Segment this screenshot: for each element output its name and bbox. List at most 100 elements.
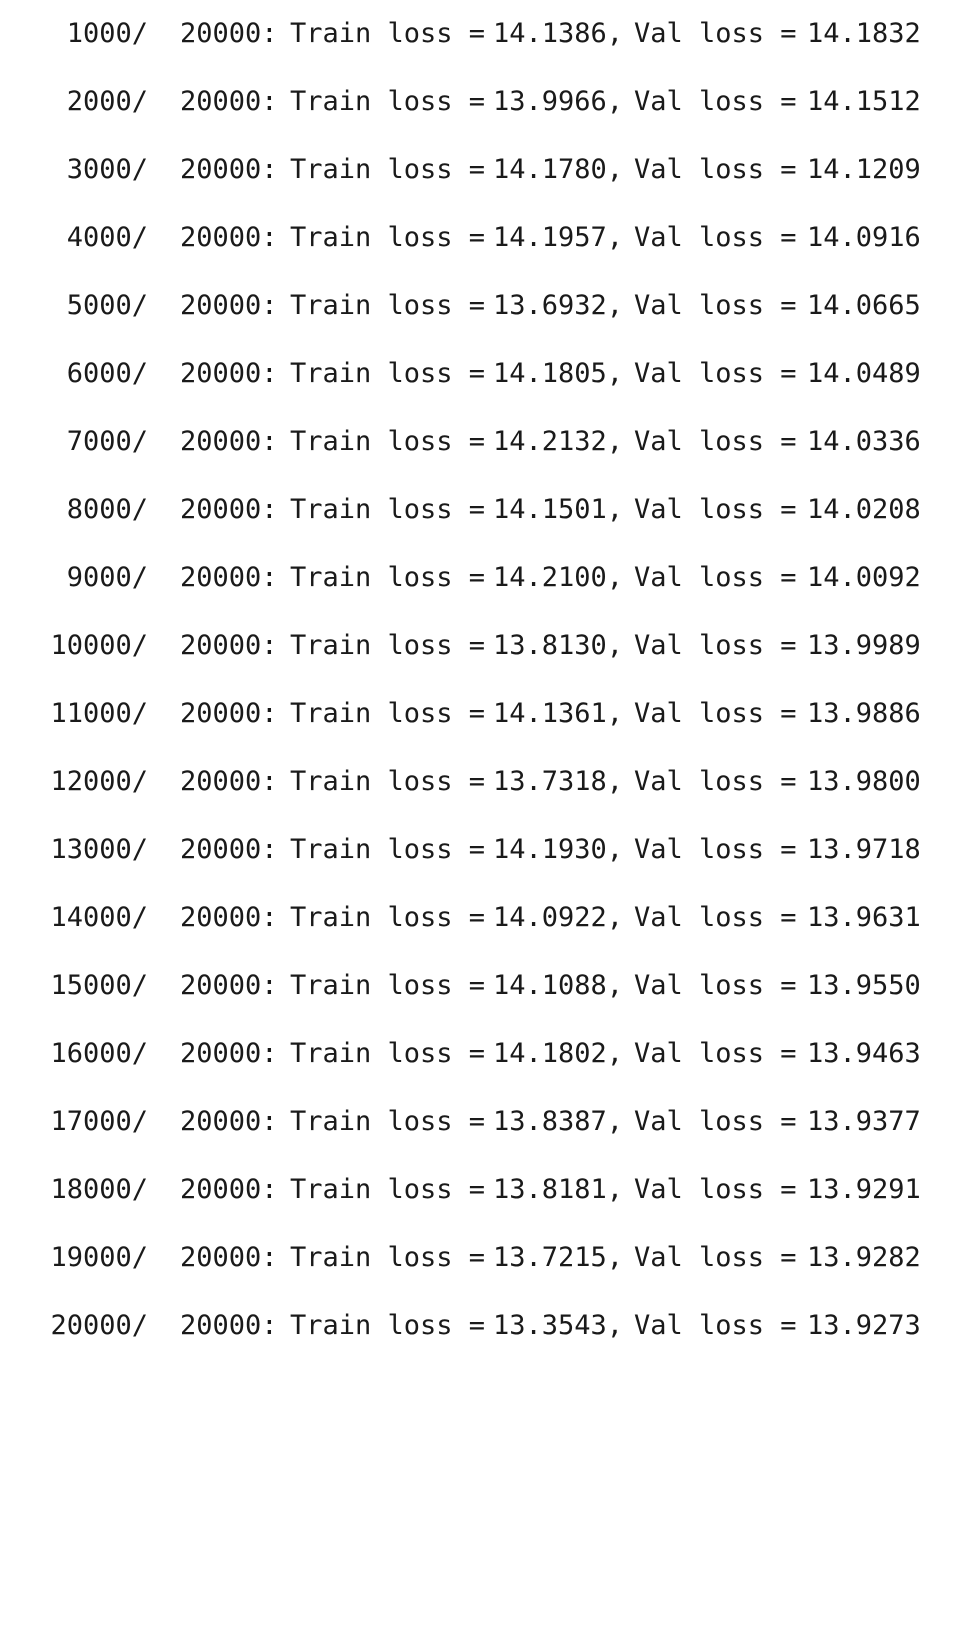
- total-steps: 20000:: [180, 494, 278, 525]
- train-loss-label: Train loss =: [290, 290, 486, 321]
- log-line: 8000/ 20000: Train loss = 14.1501, Val l…: [0, 490, 953, 530]
- log-line: 19000/ 20000: Train loss = 13.7215, Val …: [0, 1238, 953, 1278]
- val-loss-label: Val loss =: [634, 834, 797, 865]
- log-line: 2000/ 20000: Train loss = 13.9966, Val l…: [0, 82, 953, 122]
- train-loss-value: 13.7318,: [493, 766, 624, 797]
- log-line: 15000/ 20000: Train loss = 14.1088, Val …: [0, 966, 953, 1006]
- step-count: 19000/: [50, 1242, 148, 1273]
- val-loss-value: 13.9291: [807, 1174, 921, 1205]
- val-loss-label: Val loss =: [634, 970, 797, 1001]
- train-loss-value: 14.1780,: [493, 154, 624, 185]
- val-loss-label: Val loss =: [634, 426, 797, 457]
- step-count: 18000/: [50, 1174, 148, 1205]
- step-count: 13000/: [50, 834, 148, 865]
- val-loss-value: 14.1832: [807, 18, 921, 49]
- log-line: 14000/ 20000: Train loss = 14.0922, Val …: [0, 898, 953, 938]
- val-loss-value: 13.9718: [807, 834, 921, 865]
- log-line: 3000/ 20000: Train loss = 14.1780, Val l…: [0, 150, 953, 190]
- train-loss-value: 14.1088,: [493, 970, 624, 1001]
- step-count: 10000/: [50, 630, 148, 661]
- val-loss-value: 13.9989: [807, 630, 921, 661]
- val-loss-value: 14.0489: [807, 358, 921, 389]
- total-steps: 20000:: [180, 18, 278, 49]
- val-loss-value: 13.9273: [807, 1310, 921, 1341]
- val-loss-label: Val loss =: [634, 222, 797, 253]
- val-loss-value: 13.9282: [807, 1242, 921, 1273]
- val-loss-label: Val loss =: [634, 1174, 797, 1205]
- step-count: 17000/: [50, 1106, 148, 1137]
- train-loss-label: Train loss =: [290, 358, 486, 389]
- val-loss-value: 13.9463: [807, 1038, 921, 1069]
- step-count: 20000/: [50, 1310, 148, 1341]
- log-line: 16000/ 20000: Train loss = 14.1802, Val …: [0, 1034, 953, 1074]
- train-loss-value: 13.8181,: [493, 1174, 624, 1205]
- train-loss-label: Train loss =: [290, 766, 486, 797]
- log-line: 10000/ 20000: Train loss = 13.8130, Val …: [0, 626, 953, 666]
- total-steps: 20000:: [180, 1106, 278, 1137]
- step-count: 8000/: [66, 494, 148, 525]
- train-loss-value: 14.1930,: [493, 834, 624, 865]
- train-loss-value: 14.2132,: [493, 426, 624, 457]
- val-loss-label: Val loss =: [634, 494, 797, 525]
- train-loss-value: 13.9966,: [493, 86, 624, 117]
- train-loss-label: Train loss =: [290, 18, 486, 49]
- train-loss-label: Train loss =: [290, 222, 486, 253]
- train-loss-value: 14.2100,: [493, 562, 624, 593]
- step-count: 15000/: [50, 970, 148, 1001]
- train-loss-value: 14.1501,: [493, 494, 624, 525]
- train-loss-label: Train loss =: [290, 698, 486, 729]
- step-count: 11000/: [50, 698, 148, 729]
- val-loss-value: 14.0336: [807, 426, 921, 457]
- val-loss-value: 14.0665: [807, 290, 921, 321]
- train-loss-value: 14.1386,: [493, 18, 624, 49]
- total-steps: 20000:: [180, 766, 278, 797]
- train-loss-label: Train loss =: [290, 562, 486, 593]
- total-steps: 20000:: [180, 426, 278, 457]
- val-loss-value: 14.0092: [807, 562, 921, 593]
- log-line: 1000/ 20000: Train loss = 14.1386, Val l…: [0, 14, 953, 54]
- train-loss-value: 13.7215,: [493, 1242, 624, 1273]
- total-steps: 20000:: [180, 290, 278, 321]
- log-line: 12000/ 20000: Train loss = 13.7318, Val …: [0, 762, 953, 802]
- train-loss-value: 13.8387,: [493, 1106, 624, 1137]
- val-loss-label: Val loss =: [634, 562, 797, 593]
- val-loss-label: Val loss =: [634, 86, 797, 117]
- total-steps: 20000:: [180, 562, 278, 593]
- log-line: 4000/ 20000: Train loss = 14.1957, Val l…: [0, 218, 953, 258]
- step-count: 3000/: [66, 154, 148, 185]
- val-loss-value: 13.9550: [807, 970, 921, 1001]
- val-loss-label: Val loss =: [634, 154, 797, 185]
- val-loss-value: 14.1209: [807, 154, 921, 185]
- log-line: 17000/ 20000: Train loss = 13.8387, Val …: [0, 1102, 953, 1142]
- val-loss-label: Val loss =: [634, 18, 797, 49]
- train-loss-value: 14.1805,: [493, 358, 624, 389]
- val-loss-value: 13.9377: [807, 1106, 921, 1137]
- log-line: 11000/ 20000: Train loss = 14.1361, Val …: [0, 694, 953, 734]
- val-loss-label: Val loss =: [634, 766, 797, 797]
- step-count: 1000/: [66, 18, 148, 49]
- step-count: 12000/: [50, 766, 148, 797]
- step-count: 5000/: [66, 290, 148, 321]
- val-loss-label: Val loss =: [634, 290, 797, 321]
- log-line: 5000/ 20000: Train loss = 13.6932, Val l…: [0, 286, 953, 326]
- train-loss-value: 13.6932,: [493, 290, 624, 321]
- training-log-output: 1000/ 20000: Train loss = 14.1386, Val l…: [0, 14, 953, 1346]
- val-loss-value: 14.0916: [807, 222, 921, 253]
- total-steps: 20000:: [180, 970, 278, 1001]
- step-count: 9000/: [66, 562, 148, 593]
- train-loss-value: 14.0922,: [493, 902, 624, 933]
- total-steps: 20000:: [180, 86, 278, 117]
- total-steps: 20000:: [180, 154, 278, 185]
- train-loss-value: 14.1957,: [493, 222, 624, 253]
- train-loss-label: Train loss =: [290, 1242, 486, 1273]
- train-loss-label: Train loss =: [290, 1106, 486, 1137]
- train-loss-value: 13.8130,: [493, 630, 624, 661]
- log-line: 20000/ 20000: Train loss = 13.3543, Val …: [0, 1306, 953, 1346]
- train-loss-label: Train loss =: [290, 154, 486, 185]
- val-loss-label: Val loss =: [634, 1242, 797, 1273]
- train-loss-label: Train loss =: [290, 86, 486, 117]
- total-steps: 20000:: [180, 1242, 278, 1273]
- val-loss-label: Val loss =: [634, 1106, 797, 1137]
- val-loss-value: 13.9886: [807, 698, 921, 729]
- log-line: 9000/ 20000: Train loss = 14.2100, Val l…: [0, 558, 953, 598]
